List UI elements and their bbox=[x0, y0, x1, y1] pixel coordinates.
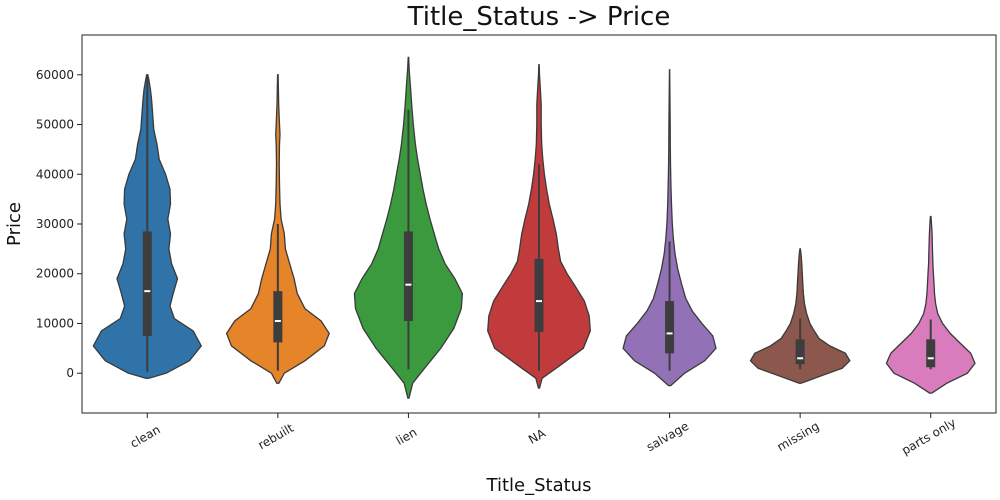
violins-layer bbox=[92, 56, 976, 399]
x-tick-label: lien bbox=[394, 425, 420, 448]
iqr-box-salvage bbox=[665, 301, 675, 354]
x-tick-label: rebuilt bbox=[256, 421, 297, 453]
violin-missing bbox=[749, 248, 851, 384]
y-tick-label: 20000 bbox=[36, 267, 74, 281]
chart-title: Title_Status -> Price bbox=[407, 2, 671, 32]
iqr-box-lien bbox=[403, 231, 413, 321]
x-tick-label: clean bbox=[128, 422, 163, 450]
y-tick-label: 30000 bbox=[36, 217, 74, 231]
x-tick-label: missing bbox=[775, 419, 822, 454]
iqr-box-missing bbox=[795, 339, 805, 365]
x-axis-title: Title_Status bbox=[486, 475, 592, 496]
violin-parts-only bbox=[885, 215, 976, 394]
iqr-box-clean bbox=[142, 231, 152, 336]
iqr-box-parts-only bbox=[926, 339, 936, 368]
y-tick-label: 40000 bbox=[36, 167, 74, 181]
x-tick-label: parts only bbox=[899, 415, 958, 457]
iqr-box-rebuilt bbox=[273, 291, 283, 343]
y-tick-label: 50000 bbox=[36, 118, 74, 132]
x-axis: clean rebuilt lien NA salvage missing parts on… bbox=[128, 413, 958, 458]
violin-salvage bbox=[622, 69, 717, 387]
x-tick-label: salvage bbox=[644, 419, 691, 454]
y-axis-title: Price bbox=[4, 202, 25, 246]
y-axis: 0 10000 20000 30000 40000 50000 60000 bbox=[36, 68, 82, 380]
y-tick-label: 10000 bbox=[36, 316, 74, 330]
x-tick-label: NA bbox=[526, 426, 549, 447]
boxes-layer bbox=[142, 74, 936, 372]
iqr-box-NA bbox=[534, 258, 544, 332]
y-tick-label: 60000 bbox=[36, 68, 74, 82]
y-tick-label: 0 bbox=[66, 366, 74, 380]
